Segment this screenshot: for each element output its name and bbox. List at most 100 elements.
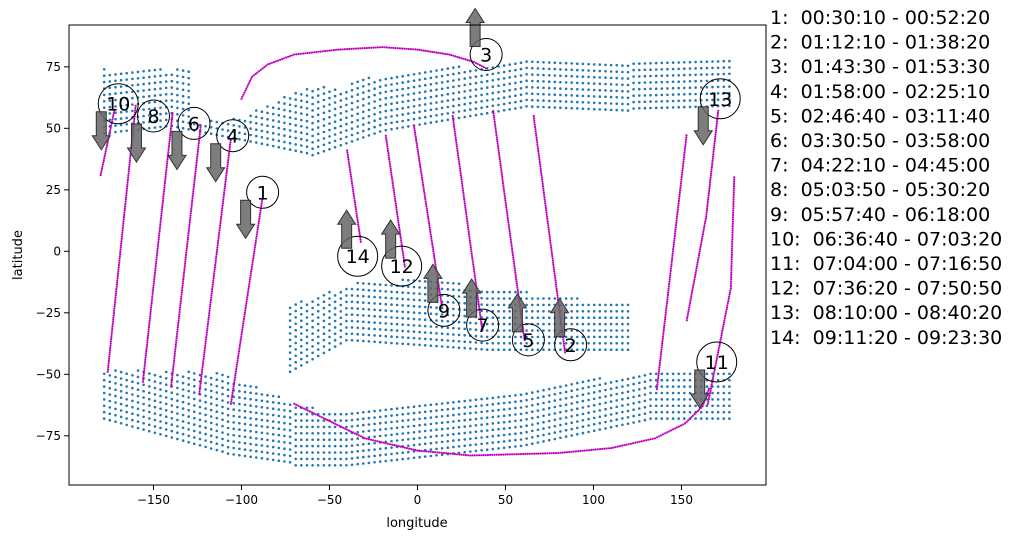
coverage-point <box>176 74 179 78</box>
coverage-point <box>485 73 489 77</box>
track-point <box>314 413 317 416</box>
track-point <box>541 182 544 185</box>
coverage-point <box>187 421 190 425</box>
coverage-point <box>390 127 393 131</box>
coverage-point <box>711 404 714 408</box>
coverage-point <box>311 438 314 442</box>
coverage-point <box>288 409 292 413</box>
coverage-point <box>497 342 500 345</box>
coverage-point <box>429 306 433 309</box>
coverage-point <box>316 316 320 319</box>
track-point <box>387 46 390 49</box>
track-point <box>496 144 500 148</box>
coverage-point <box>159 394 162 398</box>
coverage-point <box>266 400 269 403</box>
coverage-point <box>187 370 190 374</box>
track-point <box>401 252 405 255</box>
y-tick-label: 75 <box>46 60 61 74</box>
track-point <box>268 62 271 65</box>
track-point <box>712 153 715 156</box>
track-point <box>240 330 243 334</box>
track-point <box>659 357 662 360</box>
track-point <box>621 444 624 447</box>
coverage-point <box>254 128 258 131</box>
track-point <box>428 226 431 229</box>
track-point <box>692 282 695 285</box>
coverage-point <box>440 408 444 412</box>
track-point <box>701 235 704 238</box>
coverage-point <box>390 420 393 424</box>
track-point <box>514 271 517 274</box>
track-point <box>195 159 198 162</box>
track-point <box>564 351 567 354</box>
coverage-point <box>660 106 664 109</box>
coverage-point <box>119 396 123 400</box>
coverage-point <box>328 128 331 132</box>
coverage-point <box>215 404 219 407</box>
coverage-point <box>322 149 326 153</box>
coverage-point <box>350 294 354 297</box>
coverage-point <box>508 426 512 430</box>
coverage-point <box>418 305 421 308</box>
track-point <box>540 171 543 174</box>
coverage-point <box>621 77 624 80</box>
track-point <box>659 355 662 358</box>
coverage-point <box>440 313 444 316</box>
track-point <box>731 233 734 237</box>
coverage-point <box>683 80 686 83</box>
track-point <box>393 197 397 200</box>
coverage-point <box>232 124 235 127</box>
coverage-point <box>322 85 326 89</box>
track-point <box>538 156 541 159</box>
coverage-point <box>463 418 467 422</box>
coverage-point <box>519 444 523 448</box>
coverage-point <box>226 413 230 417</box>
coverage-point <box>576 348 579 352</box>
coverage-point <box>542 388 545 392</box>
track-point <box>179 306 182 309</box>
track-point <box>544 206 548 210</box>
coverage-point <box>638 375 641 378</box>
coverage-point <box>559 404 562 408</box>
coverage-point <box>694 67 697 70</box>
track-point <box>386 147 389 150</box>
coverage-point <box>728 404 731 408</box>
track-point <box>403 446 406 449</box>
coverage-point <box>547 106 551 109</box>
coverage-point <box>412 443 416 447</box>
coverage-point <box>598 63 602 66</box>
coverage-point <box>632 100 635 104</box>
track-point <box>715 120 719 123</box>
coverage-point <box>322 412 326 416</box>
coverage-point <box>570 335 573 339</box>
track-point <box>353 197 356 200</box>
coverage-point <box>632 75 635 78</box>
track-point <box>544 202 547 205</box>
coverage-point <box>328 432 331 435</box>
coverage-point <box>187 108 190 112</box>
coverage-point <box>395 290 399 294</box>
coverage-point <box>300 137 303 141</box>
track-point <box>207 320 210 323</box>
track-point <box>537 452 540 455</box>
track-point <box>255 235 258 238</box>
track-point <box>710 172 713 175</box>
track-point <box>429 50 432 53</box>
coverage-point <box>401 119 405 123</box>
track-point <box>421 181 424 184</box>
track-point <box>717 109 720 112</box>
coverage-point <box>480 341 483 345</box>
coverage-point <box>519 87 523 90</box>
coverage-point <box>311 457 314 461</box>
coverage-point <box>125 97 128 100</box>
track-point <box>170 120 173 124</box>
track-point <box>183 267 186 270</box>
track-point <box>480 327 484 330</box>
track-point <box>687 308 690 311</box>
coverage-point <box>164 389 168 393</box>
track-point <box>460 57 463 60</box>
y-tick-label: 25 <box>46 183 61 197</box>
track-point <box>172 363 175 366</box>
coverage-point <box>249 436 252 439</box>
coverage-point <box>446 440 450 443</box>
